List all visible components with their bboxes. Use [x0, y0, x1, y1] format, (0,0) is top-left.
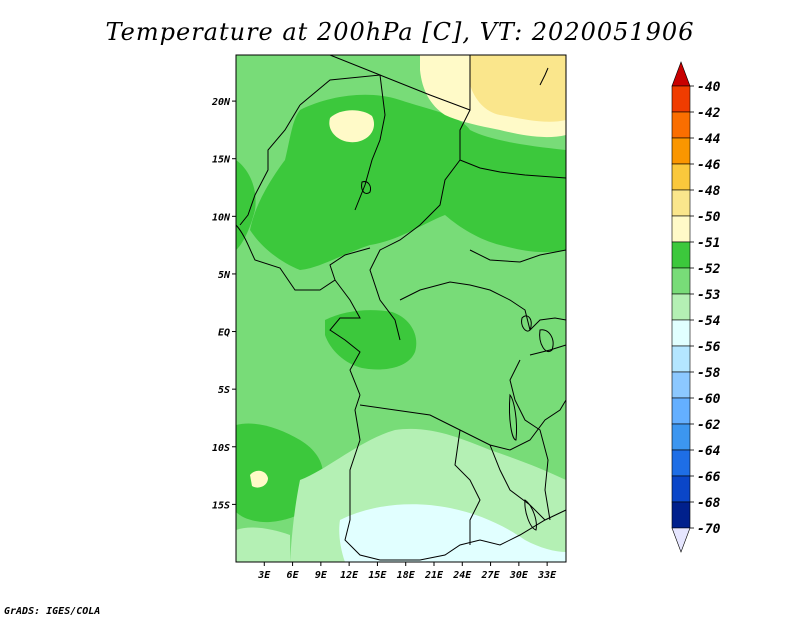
- colorbar-swatch: [671, 423, 691, 451]
- colorbar-swatch: [671, 163, 691, 191]
- colorbar-swatch: [671, 111, 691, 139]
- x-tick-label: 9E: [315, 570, 328, 581]
- colorbar-swatch: [671, 475, 691, 503]
- x-tick-label: 30E: [509, 570, 529, 581]
- y-tick-label: 10S: [212, 443, 230, 454]
- colorbar-label: -40: [697, 80, 721, 95]
- colorbar-label: -60: [697, 392, 721, 407]
- field-52-central: [325, 310, 417, 370]
- y-tick-label: 5S: [218, 385, 230, 396]
- x-tick-label: 18E: [397, 570, 416, 581]
- colorbar-label: -51: [697, 236, 720, 251]
- colorbar-label: -52: [697, 262, 721, 277]
- colorbar-swatch: [671, 85, 691, 113]
- colorbar-label: -56: [697, 340, 721, 355]
- chart-title: Temperature at 200hPa [C], VT: 202005190…: [106, 18, 695, 46]
- colorbar-swatch: [671, 345, 691, 373]
- colorbar: -40 -42 -44 -46 -48 -50 -51 -52 -53 -54 -56 -58 -60 -…: [671, 61, 721, 553]
- colorbar-label: -54: [697, 314, 721, 329]
- colorbar-bottom-arrow: [671, 527, 691, 553]
- x-tick-label: 33E: [537, 570, 557, 581]
- x-tick-label: 6E: [287, 570, 300, 581]
- lakes: [361, 181, 554, 531]
- colorbar-label: -62: [697, 418, 721, 433]
- country-borders: [235, 54, 567, 561]
- y-tick-label: 20N: [211, 97, 231, 108]
- colorbar-swatch: [671, 371, 691, 399]
- colorbar-swatch: [671, 319, 691, 347]
- colorbar-label: -53: [697, 288, 721, 303]
- field-56-south: [339, 504, 566, 562]
- y-tick-label: 5N: [218, 270, 231, 281]
- field-54-southwest-edge: [236, 527, 290, 562]
- y-tick-label: 10N: [212, 212, 231, 223]
- colorbar-label: -50: [697, 210, 721, 225]
- x-axis: 3E 6E 9E 12E 15E 18E 21E 24E 27E 30E 33E: [257, 562, 557, 581]
- colorbar-label: -48: [697, 184, 721, 199]
- x-tick-label: 3E: [257, 570, 271, 581]
- x-tick-label: 15E: [368, 570, 387, 581]
- colorbar-swatch: [671, 293, 691, 321]
- colorbar-swatch: [671, 397, 691, 425]
- colorbar-label: -46: [697, 158, 721, 173]
- colorbar-swatch: [671, 241, 691, 269]
- field-50-north: [470, 55, 566, 122]
- credit-label: GrADS: IGES/COLA: [4, 606, 100, 617]
- colorbar-swatch: [671, 215, 691, 243]
- colorbar-swatch: [671, 189, 691, 217]
- field-52-north: [250, 94, 566, 270]
- colorbar-label: -68: [697, 496, 721, 511]
- colorbar-label: -44: [697, 132, 721, 147]
- map-panel: [235, 54, 567, 563]
- colorbar-label: -70: [697, 522, 721, 537]
- colorbar-swatch: [671, 137, 691, 165]
- field-51-small-b: [250, 470, 268, 488]
- x-tick-label: 24E: [452, 570, 472, 581]
- colorbar-swatch: [671, 501, 691, 529]
- x-tick-label: 12E: [340, 570, 359, 581]
- colorbar-top-arrow: [671, 61, 691, 87]
- y-axis: 20N 15N 10N 5N EQ 5S 10S 15S: [211, 97, 236, 511]
- field-52-west: [236, 160, 256, 250]
- field-51-small-a: [329, 110, 375, 143]
- x-tick-label: 27E: [481, 570, 501, 581]
- y-tick-label: EQ: [218, 328, 230, 339]
- colorbar-label: -58: [697, 366, 721, 381]
- y-tick-label: 15S: [212, 500, 230, 511]
- colorbar-label: -64: [697, 444, 721, 459]
- map-frame: [235, 54, 567, 563]
- colorbar-swatch: [671, 449, 691, 477]
- y-tick-label: 15N: [212, 155, 231, 166]
- colorbar-label: -66: [697, 470, 721, 485]
- colorbar-swatch: [671, 267, 691, 295]
- x-tick-label: 21E: [424, 570, 444, 581]
- colorbar-label: -42: [697, 106, 721, 121]
